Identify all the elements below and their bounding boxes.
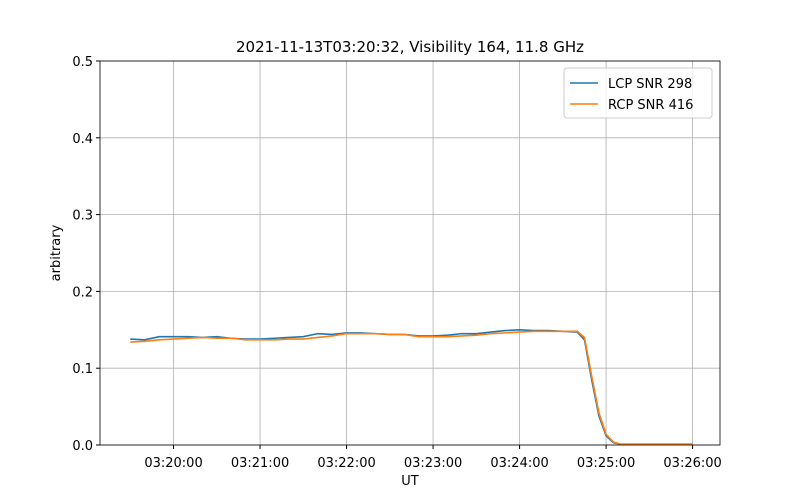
y-tick-label: 0.1	[72, 362, 93, 377]
x-tick-label: 03:24:00	[490, 456, 548, 471]
legend-label: LCP SNR 298	[608, 77, 692, 92]
x-axis-label: UT	[401, 474, 419, 489]
x-tick-label: 03:20:00	[144, 456, 202, 471]
x-tick-label: 03:22:00	[317, 456, 375, 471]
y-tick-label: 0.0	[72, 439, 93, 454]
x-tick-label: 03:23:00	[404, 456, 462, 471]
x-tick-label: 03:25:00	[577, 456, 635, 471]
legend-label: RCP SNR 416	[608, 98, 693, 113]
y-tick-label: 0.5	[72, 55, 93, 70]
y-tick-label: 0.3	[72, 209, 93, 224]
legend-box	[563, 67, 713, 119]
y-tick-label: 0.2	[72, 285, 93, 300]
series-line	[130, 330, 693, 446]
y-tick-label: 0.4	[72, 132, 93, 147]
y-axis-label: arbitrary	[49, 224, 64, 281]
plot-frame	[99, 60, 721, 446]
chart-title: 2021-11-13T03:20:32, Visibility 164, 11.…	[236, 38, 584, 56]
x-tick-label: 03:26:00	[663, 456, 721, 471]
x-tick-label: 03:21:00	[231, 456, 289, 471]
